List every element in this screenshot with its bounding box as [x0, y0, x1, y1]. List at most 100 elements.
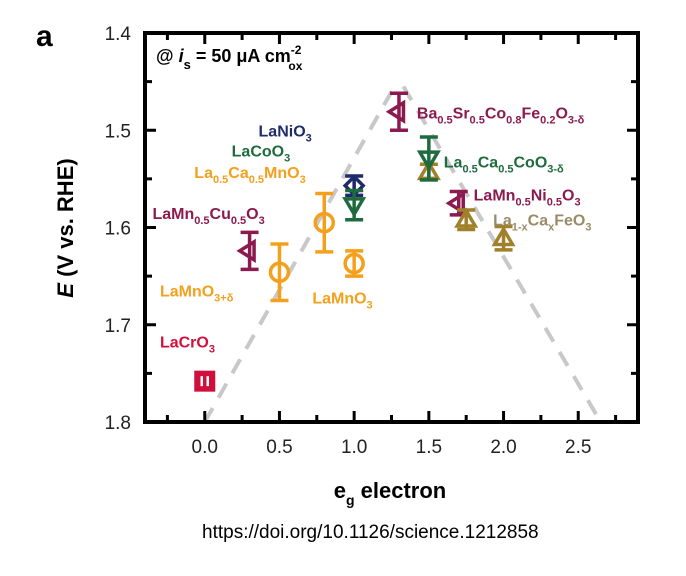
label-subscript: 3 [284, 153, 290, 165]
material-label: La0.5Ca0.5MnO3 [194, 165, 305, 186]
plot-area: LaCrO3LaMn0.5Cu0.5O3LaMnO3+δLa0.5Ca0.5Mn… [143, 31, 640, 424]
label-text: FeO [554, 213, 585, 230]
label-text: LaNiO [259, 123, 306, 140]
material-label: LaMn0.5Cu0.5O3 [152, 206, 264, 227]
circle-marker [313, 211, 336, 234]
y-tick-label: 1.5 [105, 121, 131, 142]
label-text: LaMn [152, 206, 194, 223]
label-subscript: 3 [209, 343, 215, 355]
label-text: LaCrO [160, 334, 209, 351]
trend-lines [203, 85, 603, 424]
data-point-lacro3 [194, 370, 216, 392]
triangle-left-marker [236, 238, 256, 263]
label-subscript: 3 [306, 132, 312, 144]
material-label: LaMnO3 [312, 291, 372, 312]
label-text: LaMn [474, 187, 516, 204]
label-text: Ca [228, 165, 249, 182]
label-subscript: x [548, 222, 555, 234]
x-axis-label: eg electron [334, 478, 447, 508]
label-subscript: 0.5 [231, 215, 246, 227]
label-text: MnO [264, 165, 300, 182]
label-subscript: 3-δ [568, 115, 585, 127]
label-text: Ca [528, 213, 549, 230]
label-text: La [194, 165, 213, 182]
panel-letter: a [36, 20, 53, 53]
material-label: Ba0.5Sr0.5Co0.8Fe0.2O3-δ [417, 106, 585, 127]
x-tick-label: 0.0 [192, 437, 218, 458]
label-subscript: 0.5 [462, 163, 477, 175]
axis-ticks [145, 31, 638, 424]
triangle-left-marker [385, 99, 406, 124]
y-label-rest: (V vs. RHE) [53, 158, 78, 283]
label-subscript: 0.5 [194, 215, 209, 227]
data-point-la1-xcaxfeo3-x-1-75- [454, 207, 479, 232]
annot-sub: ox [288, 59, 302, 73]
label-text: Sr [453, 106, 470, 123]
annot-var: i [179, 46, 185, 66]
label-text: Co [485, 106, 507, 123]
data-point-lacoo3 [342, 188, 367, 222]
label-text: O [555, 106, 567, 123]
material-labels: LaCrO3LaMn0.5Cu0.5O3LaMnO3+δLa0.5Ca0.5Mn… [152, 106, 591, 356]
square-marker [194, 370, 216, 392]
material-label: LaNiO3 [259, 123, 312, 144]
annot-sup: -2 [291, 43, 302, 57]
data-point-lamno3- [268, 242, 291, 303]
label-subscript: 1-x [512, 222, 529, 234]
current-density-annotation: @ is = 50 μA cm-2 ox [156, 43, 303, 73]
material-label: La0.5Ca0.5CoO3-δ [444, 154, 564, 175]
label-subscript: 0.5 [249, 174, 264, 186]
data-point-la1-xcaxfeo3-x-2-0- [491, 224, 516, 252]
label-subscript: 3+δ [214, 293, 234, 305]
label-text: O [246, 206, 258, 223]
label-text: LaMnO [312, 291, 366, 308]
y-tick-label: 1.6 [105, 219, 131, 240]
volcano-right-dashed-line [401, 85, 603, 424]
label-subscript: 0.5 [498, 163, 513, 175]
label-subscript: 0.5 [470, 115, 485, 127]
triangle-down-marker [416, 150, 441, 171]
doi-source-link[interactable]: https://doi.org/10.1126/science.1212858 [202, 522, 539, 543]
label-text: Fe [521, 106, 540, 123]
label-subscript: 0.5 [213, 174, 228, 186]
label-subscript: 3 [574, 196, 580, 208]
x-tick-label: 1.5 [416, 437, 442, 458]
material-label: LaCrO3 [160, 334, 215, 355]
x-tick-labels: 0.0 0.5 1.0 1.5 2.0 2.5 [192, 437, 592, 458]
label-subscript: 0.8 [506, 115, 521, 127]
x-tick-label: 2.0 [490, 437, 516, 458]
material-label: LaMn0.5Ni0.5O3 [474, 187, 581, 208]
y-axis-label: E (V vs. RHE) [53, 158, 78, 297]
label-text: Cu [210, 206, 231, 223]
label-subscript: 3 [300, 174, 306, 186]
label-text: LaCoO [232, 144, 284, 161]
y-tick-label: 1.7 [105, 316, 131, 337]
circle-marker [343, 252, 365, 275]
annot-var-sub: s [184, 57, 191, 72]
triangle-up-marker [491, 225, 516, 247]
y-tick-label: 1.8 [105, 413, 131, 434]
annot-prefix: @ [156, 46, 179, 66]
data-point-lamn0-5cu0-5o3 [236, 230, 259, 272]
label-text: LaMnO [160, 284, 214, 301]
label-subscript: 0.5 [515, 196, 530, 208]
triangle-up-marker [454, 207, 479, 228]
material-label: LaMnO3+δ [160, 284, 234, 305]
label-text: Ni [531, 187, 547, 204]
label-subscript: 0.5 [547, 196, 562, 208]
x-label-sub: g [346, 492, 355, 508]
x-label-rest: electron [355, 478, 447, 503]
data-point-ba0-5sr0-5co0-8fe0-2o3- [385, 91, 408, 132]
label-text: Ba [417, 106, 438, 123]
label-subscript: 3-δ [547, 163, 564, 175]
label-subscript: 0.5 [437, 115, 452, 127]
label-subscript: 3 [585, 222, 591, 234]
data-point-la0-5ca0-5mno3 [313, 191, 336, 254]
x-tick-label: 2.5 [565, 437, 591, 458]
label-subscript: 3 [367, 300, 373, 312]
label-subscript: 3 [259, 215, 265, 227]
circle-marker [268, 261, 291, 283]
data-point-lamno3 [343, 249, 365, 278]
x-tick-label: 1.0 [341, 437, 367, 458]
